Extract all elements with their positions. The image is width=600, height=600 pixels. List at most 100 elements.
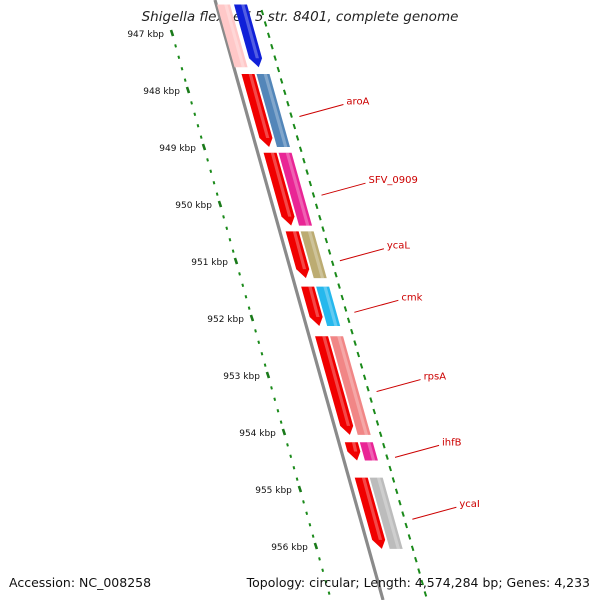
ruler-minor-tick — [222, 215, 225, 219]
cds-rpsa-shading — [322, 336, 351, 426]
ruler-tick-label: 955 kbp — [255, 486, 292, 496]
ruler-minor-tick — [308, 522, 312, 527]
gc-tick — [353, 340, 357, 346]
cds-cmk-shading — [308, 286, 320, 317]
gc-tick — [314, 203, 319, 210]
gc-tick — [330, 260, 335, 267]
edge-gene-band — [234, 4, 263, 68]
ruler-minor-tick — [324, 579, 328, 584]
gc-tick — [388, 465, 393, 472]
accession-label: Accession: NC_008258 — [9, 575, 152, 590]
cds-ihfb — [344, 442, 361, 461]
ruler-minor-tick — [279, 420, 283, 424]
ruler-tick-label: 956 kbp — [271, 543, 308, 553]
ruler-major-tick — [217, 200, 223, 208]
gene-label-leader — [412, 506, 457, 520]
edge-cds-band — [217, 4, 248, 68]
gc-tick — [282, 89, 287, 96]
ruler-minor-tick — [286, 443, 289, 447]
gene-label: SFV_0909 — [368, 175, 417, 186]
cds-sfv_0909 — [263, 152, 295, 226]
ruler-minor-tick — [302, 500, 305, 504]
ruler-major-tick — [185, 86, 191, 94]
ruler-minor-tick — [174, 44, 177, 48]
gc-tick — [308, 180, 313, 187]
gc-tick — [394, 488, 399, 495]
gc-tick — [334, 271, 338, 278]
gc-tick — [420, 579, 424, 586]
gc-tick — [324, 237, 329, 244]
gc-tick — [378, 431, 383, 438]
gene-label: rpsA — [424, 372, 447, 383]
ruler-minor-tick — [276, 408, 280, 413]
gc-tick — [292, 123, 297, 130]
gene-label: ycaL — [387, 241, 411, 252]
gc-tick — [401, 511, 405, 517]
ruler-major-tick — [249, 314, 255, 322]
genome-stats: Topology: circular; Length: 4,574,284 bp… — [246, 575, 590, 590]
edge-cds-band-shading — [224, 4, 245, 68]
ruler-minor-tick — [238, 272, 241, 276]
gc-tick — [366, 385, 370, 392]
kbp-ruler: 947 kbp 948 kbp 949 kbp 950 kbp 951 kbp 952 k… — [127, 29, 331, 595]
gene-label-leader — [354, 299, 399, 313]
ruler-tick-label: 950 kbp — [175, 201, 212, 211]
ruler-minor-tick — [254, 329, 257, 333]
gc-tick — [321, 226, 325, 232]
gc-tick — [346, 317, 351, 324]
ruler-minor-tick — [225, 226, 229, 231]
gc-tick — [414, 556, 418, 563]
gene-label: ycaI — [459, 499, 480, 510]
ruler-minor-tick — [183, 78, 187, 82]
ruler-minor-tick — [318, 557, 321, 561]
ruler-tick-label: 951 kbp — [191, 258, 228, 268]
gene-label: cmk — [401, 292, 422, 303]
gc-tick — [423, 591, 428, 597]
ruler-tick-label: 954 kbp — [239, 429, 276, 439]
ruler-minor-tick — [257, 340, 261, 345]
gc-tick — [340, 294, 345, 301]
gene-ycal — [300, 231, 327, 279]
ruler-major-tick — [233, 257, 239, 265]
gene-aroa — [256, 74, 290, 147]
gene-rpsa-shading — [337, 336, 369, 435]
ruler-tick-label: 947 kbp — [127, 30, 164, 40]
gc-tick — [356, 351, 361, 358]
gene-track — [234, 4, 403, 549]
cds-ycal — [285, 231, 310, 279]
ruler-minor-tick — [327, 591, 331, 595]
cds-ycai — [354, 477, 386, 549]
gc-tick — [305, 169, 309, 175]
gene-ihfb-shading — [366, 442, 376, 461]
ruler-minor-tick — [295, 477, 299, 481]
gc-tick — [337, 283, 341, 289]
gc-tick — [327, 249, 332, 255]
ruler-major-tick — [265, 371, 271, 379]
backbone-line — [213, 0, 385, 600]
ruler-minor-tick — [196, 123, 200, 128]
ruler-minor-tick — [244, 294, 248, 299]
cds-aroa-shading — [248, 74, 270, 138]
ruler-minor-tick — [311, 534, 315, 538]
ruler-minor-tick — [215, 192, 219, 196]
gc-tick — [404, 522, 408, 529]
gc-tick-track — [260, 9, 428, 597]
ruler-minor-tick — [260, 351, 264, 356]
ruler-major-tick — [201, 143, 207, 151]
ruler-minor-tick — [273, 397, 277, 402]
gc-tick — [311, 192, 316, 198]
gene-sfv_0909 — [278, 152, 313, 226]
cds-ihfb-shading — [351, 442, 358, 452]
ruler-minor-tick — [212, 180, 216, 185]
gc-tick — [318, 214, 322, 221]
gc-tick — [359, 363, 364, 369]
cds-cmk — [301, 286, 323, 326]
gc-tick — [407, 534, 412, 540]
ruler-minor-tick — [190, 101, 193, 105]
cds-track — [217, 4, 386, 549]
gc-tick — [270, 43, 274, 50]
gene-label-leader — [299, 104, 344, 118]
gc-tick — [260, 9, 265, 16]
gene-rpsa — [330, 336, 371, 435]
